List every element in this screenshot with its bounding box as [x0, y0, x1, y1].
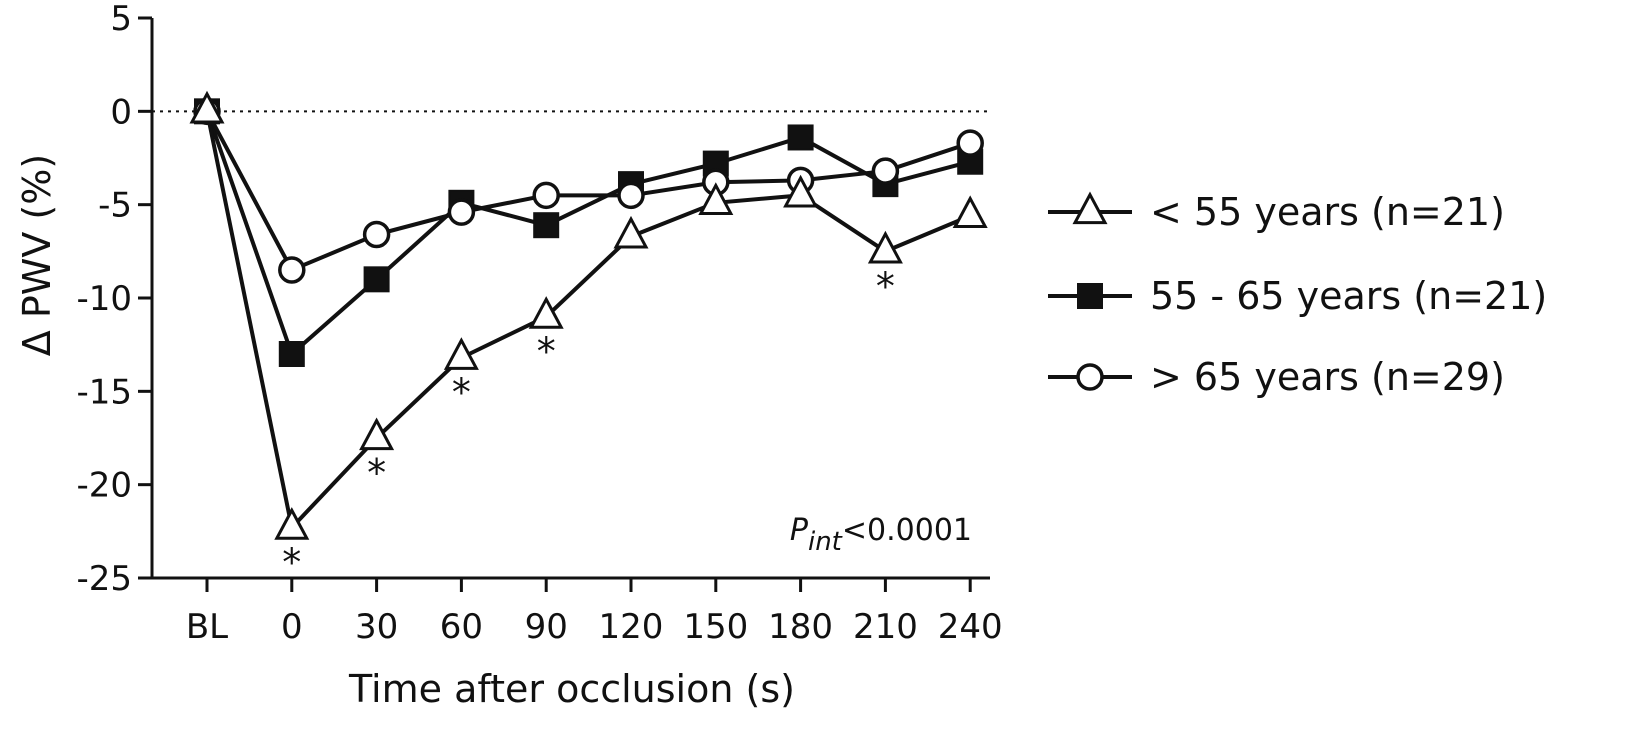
triangle-marker [443, 337, 479, 370]
y-tick-label: -25 [76, 559, 132, 599]
p-value-prefix: P [790, 513, 809, 548]
circle-marker [956, 129, 984, 157]
significance-markers: * * * * * [282, 264, 895, 584]
p-value-suffix: <0.0001 [842, 513, 972, 548]
triangle-marker [783, 174, 819, 208]
x-tick-label: 150 [683, 607, 748, 647]
legend-label: > 65 years (n=29) [1150, 355, 1505, 399]
triangle-marker [274, 507, 310, 540]
x-tick-label: 30 [355, 607, 398, 647]
circle-marker [871, 157, 900, 185]
significance-star: * [282, 541, 301, 585]
x-ticks: BL 0 30 60 90 120 150 180 210 240 [186, 578, 1003, 647]
y-tick-label: -5 [98, 186, 132, 226]
y-tick-label: -15 [76, 372, 132, 412]
legend-label: < 55 years (n=21) [1150, 190, 1505, 234]
series-layer [189, 90, 988, 540]
x-tick-label: 210 [853, 607, 918, 647]
circle-marker [278, 256, 306, 284]
circle-marker [532, 181, 560, 210]
triangle-marker [189, 90, 225, 124]
series-line [205, 110, 971, 358]
triangle-marker [359, 417, 395, 451]
legend-label: 55 - 65 years (n=21) [1150, 274, 1547, 318]
triangle-marker [1072, 191, 1108, 225]
circle-marker [1076, 363, 1104, 391]
square-marker [787, 124, 814, 151]
series-2 [194, 98, 984, 367]
x-tick-label: 240 [938, 607, 1003, 647]
square-marker [1077, 283, 1103, 309]
triangle-marker [952, 195, 988, 229]
significance-star: * [537, 330, 556, 374]
significance-star: * [367, 451, 386, 495]
x-tick-label: 90 [525, 607, 568, 647]
p-value-subscript: int [808, 527, 843, 557]
triangle-marker [528, 296, 564, 329]
triangle-marker [613, 215, 649, 249]
x-tick-label: 60 [440, 607, 483, 647]
square-marker [363, 266, 390, 293]
y-tick-label: -10 [76, 279, 132, 319]
square-marker [533, 212, 560, 239]
x-tick-label: 180 [768, 607, 833, 647]
axes [150, 18, 990, 580]
legend-entry: > 65 years (n=29) [1048, 355, 1505, 399]
legend-entry: < 55 years (n=21) [1048, 190, 1505, 234]
series-line [205, 110, 971, 532]
y-axis-title: Δ PWV (%) [15, 154, 59, 356]
significance-star: * [452, 371, 471, 415]
y-tick-label: -20 [76, 466, 132, 506]
y-tick-label: 5 [110, 0, 132, 39]
y-ticks: 5 0 -5 -10 -15 -20 -25 [76, 0, 152, 599]
legend-entry: 55 - 65 years (n=21) [1048, 274, 1547, 318]
triangle-marker [698, 182, 734, 215]
x-tick-label: 120 [599, 607, 664, 647]
series-line [205, 110, 971, 273]
series-3 [193, 97, 984, 284]
significance-star: * [876, 264, 895, 308]
x-axis-title: Time after occlusion (s) [348, 667, 795, 711]
p-value-annotation: Pint<0.0001 [790, 513, 972, 557]
series-1 [189, 90, 988, 540]
circle-marker [617, 181, 645, 210]
x-tick-label: BL [186, 607, 228, 647]
triangle-marker [867, 230, 903, 264]
circle-marker [447, 198, 476, 226]
circle-marker [362, 220, 391, 249]
square-marker [278, 341, 305, 367]
legend: < 55 years (n=21) 55 - 65 years (n=21) > 6… [1048, 190, 1547, 399]
x-tick-label: 0 [281, 607, 303, 647]
y-tick-label: 0 [110, 92, 132, 132]
